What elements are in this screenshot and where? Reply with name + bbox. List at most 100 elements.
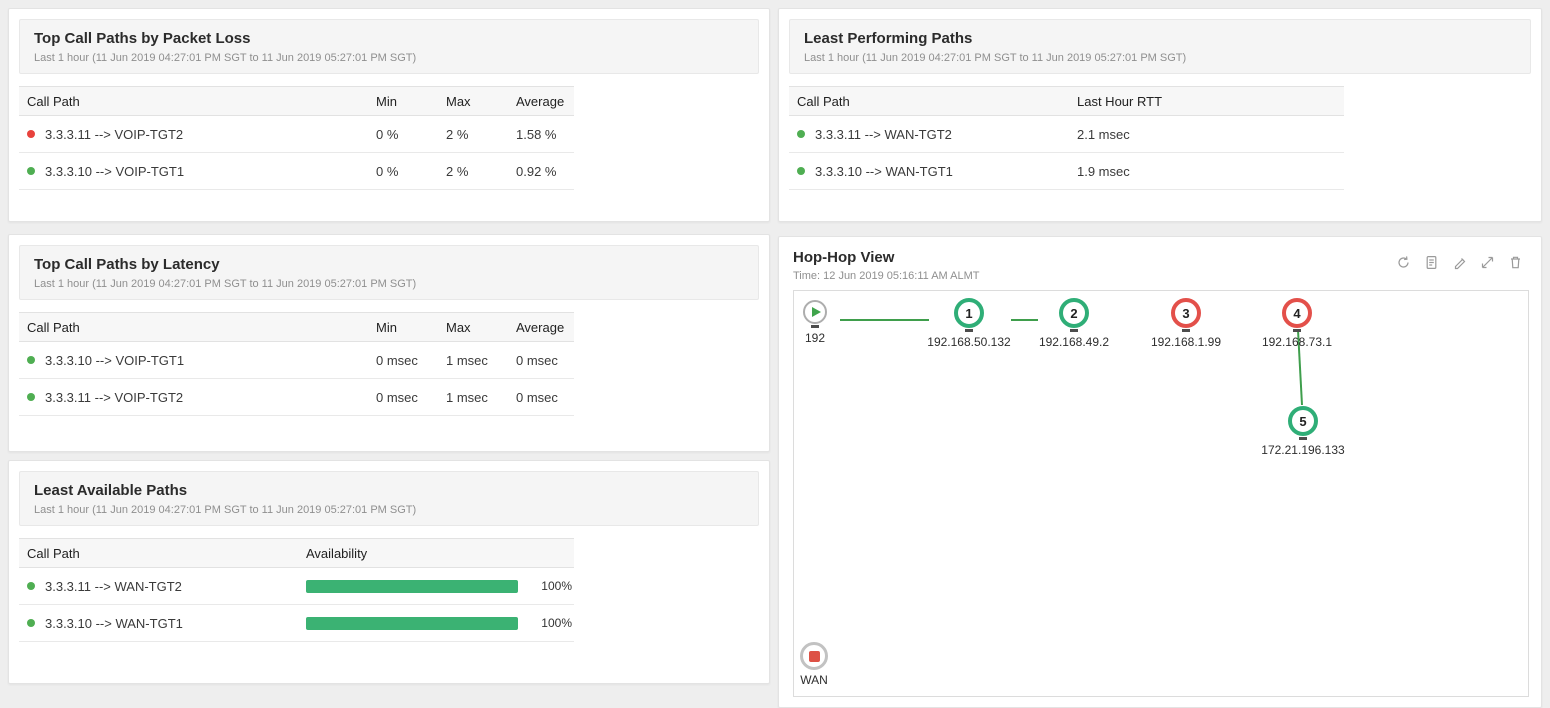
call-path: 3.3.3.11 --> WAN-TGT2: [815, 126, 952, 142]
cell-min: 0 msec: [376, 389, 418, 405]
status-dot: [27, 167, 35, 175]
hop-node-circle[interactable]: 2: [1059, 298, 1089, 328]
hop-node-circle[interactable]: 4: [1282, 298, 1312, 328]
cell-min: 0 %: [376, 126, 399, 142]
hop-node[interactable]: 1 192.168.50.132: [914, 298, 1024, 349]
delete-icon[interactable]: [1508, 255, 1523, 270]
table-header: Call Path Availability: [19, 538, 574, 568]
table-header: Call Path Min Max Average: [19, 86, 574, 116]
panel-title: Least Performing Paths: [804, 30, 973, 47]
call-path: 3.3.3.10 --> VOIP-TGT1: [45, 352, 185, 368]
panel-header: Top Call Paths by Latency Last 1 hour (1…: [19, 245, 759, 300]
cell-max: 1 msec: [446, 389, 488, 405]
col-max: Max: [446, 93, 471, 109]
hop-node[interactable]: 3 192.168.1.99: [1131, 298, 1241, 349]
hop-node-ip: 192.168.50.132: [927, 335, 1011, 349]
col-min: Min: [376, 93, 397, 109]
col-call-path: Call Path: [27, 93, 80, 109]
hop-number: 3: [1182, 305, 1190, 321]
performing-table: Call Path Last Hour RTT 3.3.3.11 --> WAN…: [789, 86, 1344, 190]
cell-average: 0 msec: [516, 389, 558, 405]
status-dot: [797, 130, 805, 138]
panel-header: Least Performing Paths Last 1 hour (11 J…: [789, 19, 1531, 74]
endpoint-node-circle[interactable]: [800, 642, 828, 670]
status-dot: [27, 582, 35, 590]
panel-subtitle: Last 1 hour (11 Jun 2019 04:27:01 PM SGT…: [804, 52, 1187, 64]
cell-min: 0 %: [376, 163, 399, 179]
stop-icon: [808, 650, 820, 662]
panel-subtitle: Last 1 hour (11 Jun 2019 04:27:01 PM SGT…: [34, 52, 417, 64]
hop-node-ip: 192.168.49.2: [1038, 335, 1110, 349]
hop-number: 1: [965, 305, 973, 321]
hop-edges: [840, 319, 1303, 406]
hop-node[interactable]: 5 172.21.196.133: [1248, 406, 1358, 457]
hop-number: 2: [1070, 305, 1078, 321]
endpoint-node-label: WAN: [800, 673, 828, 687]
report-icon[interactable]: [1424, 255, 1439, 270]
edit-icon[interactable]: [1452, 255, 1467, 270]
hop-view-header: Hop-Hop View Time: 12 Jun 2019 05:16:11 …: [793, 249, 1529, 282]
table-row[interactable]: 3.3.3.10 --> VOIP-TGT1 0 msec 1 msec 0 m…: [19, 342, 574, 379]
panel-hop-view: Hop-Hop View Time: 12 Jun 2019 05:16:11 …: [778, 236, 1542, 708]
table-row[interactable]: 3.3.3.11 --> WAN-TGT2 100%: [19, 568, 574, 605]
table-row[interactable]: 3.3.3.10 --> WAN-TGT1 100%: [19, 605, 574, 642]
panel-title: Hop-Hop View: [793, 249, 895, 266]
hop-node[interactable]: 2 192.168.49.2: [1019, 298, 1129, 349]
table-row[interactable]: 3.3.3.11 --> WAN-TGT2 2.1 msec: [789, 116, 1344, 153]
status-dot: [797, 167, 805, 175]
panel-header: Least Available Paths Last 1 hour (11 Ju…: [19, 471, 759, 526]
table-row[interactable]: 3.3.3.10 --> VOIP-TGT1 0 % 2 % 0.92 %: [19, 153, 574, 190]
col-min: Min: [376, 319, 397, 335]
panel-subtitle: Last 1 hour (11 Jun 2019 04:27:01 PM SGT…: [34, 278, 417, 290]
table-row[interactable]: 3.3.3.10 --> WAN-TGT1 1.9 msec: [789, 153, 1344, 190]
status-dot: [27, 356, 35, 364]
table-row[interactable]: 3.3.3.11 --> VOIP-TGT2 0 % 2 % 1.58 %: [19, 116, 574, 153]
hop-node-circle[interactable]: 1: [954, 298, 984, 328]
availability-bar: [306, 616, 518, 630]
col-call-path: Call Path: [797, 93, 850, 109]
panel-availability: Least Available Paths Last 1 hour (11 Ju…: [8, 460, 770, 684]
hop-node-ip: 172.21.196.133: [1261, 443, 1345, 457]
call-path: 3.3.3.11 --> VOIP-TGT2: [45, 389, 184, 405]
col-last-hour-rtt: Last Hour RTT: [1077, 93, 1163, 109]
endpoint-node[interactable]: WAN: [794, 642, 869, 687]
hop-node[interactable]: 4 192.168.73.1: [1242, 298, 1352, 349]
source-node-circle[interactable]: [803, 300, 827, 324]
hop-node-circle[interactable]: 3: [1171, 298, 1201, 328]
cell-max: 2 %: [446, 126, 469, 142]
node-marker: [965, 329, 973, 332]
availability-value: 100%: [541, 579, 572, 593]
latency-table: Call Path Min Max Average 3.3.3.10 --> V…: [19, 312, 574, 416]
hop-node-circle[interactable]: 5: [1288, 406, 1318, 436]
hop-number: 4: [1293, 305, 1301, 321]
cell-average: 0 msec: [516, 352, 558, 368]
node-marker: [1182, 329, 1190, 332]
cell-max: 1 msec: [446, 352, 488, 368]
node-marker: [1293, 329, 1301, 332]
resize-icon[interactable]: [1480, 255, 1495, 270]
availability-value: 100%: [541, 616, 572, 630]
col-availability: Availability: [306, 545, 368, 561]
source-node[interactable]: 192: [794, 300, 870, 345]
refresh-icon[interactable]: [1396, 255, 1411, 270]
panel-title: Top Call Paths by Latency: [34, 256, 220, 273]
play-icon: [811, 307, 821, 317]
table-header: Call Path Min Max Average: [19, 312, 574, 342]
cell-rtt: 1.9 msec: [1077, 163, 1130, 179]
status-dot: [27, 393, 35, 401]
availability-bar: [306, 579, 518, 593]
panel-performing: Least Performing Paths Last 1 hour (11 J…: [778, 8, 1542, 222]
panel-title: Top Call Paths by Packet Loss: [34, 30, 251, 47]
panel-title: Least Available Paths: [34, 482, 188, 499]
panel-header: Top Call Paths by Packet Loss Last 1 hou…: [19, 19, 759, 74]
hop-topology-canvas[interactable]: 192 1 192.168.50.132 2 192.168.49.2 3 19…: [793, 290, 1529, 697]
col-call-path: Call Path: [27, 319, 80, 335]
col-call-path: Call Path: [27, 545, 80, 561]
hop-view-toolbar: [1396, 255, 1523, 270]
panel-subtitle: Time: 12 Jun 2019 05:16:11 AM ALMT: [793, 270, 980, 282]
cell-min: 0 msec: [376, 352, 418, 368]
cell-max: 2 %: [446, 163, 469, 179]
panel-latency: Top Call Paths by Latency Last 1 hour (1…: [8, 234, 770, 452]
table-row[interactable]: 3.3.3.11 --> VOIP-TGT2 0 msec 1 msec 0 m…: [19, 379, 574, 416]
col-average: Average: [516, 319, 565, 335]
